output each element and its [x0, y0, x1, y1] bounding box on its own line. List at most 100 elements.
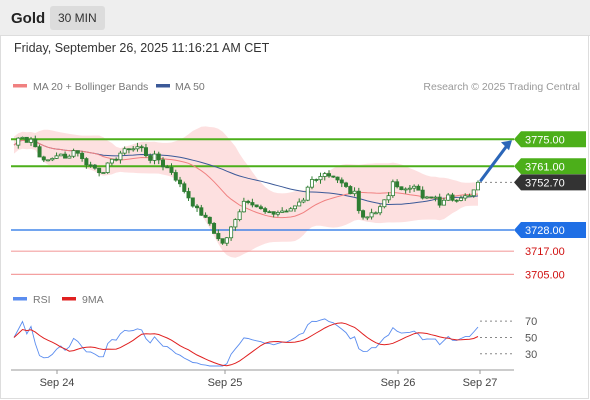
candle-body	[114, 158, 119, 161]
x-tick-label: Sep 24	[40, 377, 75, 389]
candle-body	[186, 191, 191, 199]
candle-body	[156, 153, 161, 161]
candle-body	[424, 196, 429, 199]
candle-body	[467, 195, 472, 198]
ma9-legend-swatch	[62, 297, 76, 301]
candle-body	[84, 158, 89, 166]
candle-body	[454, 199, 459, 202]
candle-body	[458, 197, 463, 201]
candle-body	[165, 166, 170, 169]
candle-body	[416, 185, 421, 191]
ma9-legend-label: 9MA	[82, 294, 104, 306]
candle-body	[386, 195, 391, 201]
candle-body	[178, 179, 183, 185]
candle-body	[365, 216, 370, 219]
research-credit: Research © 2025 Trading Central	[423, 81, 580, 93]
x-tick-label: Sep 25	[208, 377, 243, 389]
candle-body	[80, 152, 85, 160]
candle-body	[288, 208, 293, 212]
candle-body	[305, 186, 310, 201]
candle-body	[441, 199, 446, 206]
candle-body	[361, 210, 366, 218]
candle-body	[241, 200, 246, 213]
candle-body	[54, 155, 59, 159]
timeframe-button[interactable]: 30 MIN	[50, 6, 105, 30]
candle-body	[412, 185, 417, 189]
candle-body	[190, 197, 195, 207]
candle-body	[126, 148, 131, 151]
ma50-legend-swatch	[156, 84, 170, 88]
candle-body	[216, 233, 221, 240]
x-tick-label: Sep 26	[381, 377, 416, 389]
forecast-arrow-head	[501, 140, 512, 151]
candle-body	[148, 155, 153, 161]
bollinger-bands	[14, 126, 478, 258]
ma50-legend-label: MA 50	[175, 81, 205, 93]
candle-body	[58, 153, 63, 157]
chart-datetime: Friday, September 26, 2025 11:16:21 AM C…	[14, 41, 270, 55]
candle-body	[369, 212, 374, 218]
candle-body	[212, 222, 217, 234]
candle-body	[258, 206, 263, 210]
candle-body	[152, 153, 157, 161]
candle-body	[433, 196, 438, 199]
candle-body	[309, 179, 314, 188]
candle-body	[292, 205, 297, 210]
candle-body	[20, 136, 25, 139]
candle-body	[97, 167, 102, 174]
moving-averages	[13, 139, 479, 219]
candle-body	[263, 208, 268, 213]
candle-body	[229, 226, 234, 239]
candle-body	[220, 238, 225, 244]
candle-body	[475, 181, 480, 191]
candle-body	[88, 164, 93, 167]
candle-body	[429, 196, 434, 199]
candle-body	[395, 181, 400, 188]
candle-body	[101, 172, 106, 174]
rsi-pane: 70 50 30	[13, 316, 537, 367]
candle-body	[284, 210, 289, 213]
candle-body	[399, 186, 404, 191]
candle-body	[275, 212, 280, 215]
candle-body	[92, 164, 97, 169]
candle-body	[267, 211, 272, 214]
candle-body	[348, 186, 353, 195]
rsi-line	[13, 318, 479, 367]
ma20-legend-label: MA 20 + Bollinger Bands	[33, 81, 148, 93]
candle-body	[352, 190, 357, 195]
candle-body	[420, 189, 425, 199]
candle-body	[378, 206, 383, 214]
x-tick-label: Sep 27	[463, 377, 498, 389]
price-level-badges: 3775.00 3761.00 3728.00 3717.00 3705.00 3752.…	[514, 131, 586, 281]
candle-body	[109, 158, 114, 164]
candle-body	[390, 181, 395, 197]
candle-body	[254, 204, 259, 208]
candle-body	[143, 147, 148, 157]
symbol-title: Gold	[11, 10, 46, 27]
candle-body	[331, 175, 336, 178]
rsi-tick-30: 30	[525, 349, 537, 361]
candle-body	[356, 190, 361, 212]
candle-body	[446, 194, 451, 201]
candle-body	[71, 150, 76, 157]
candle-body	[135, 146, 140, 150]
candle-body	[195, 205, 200, 209]
candle-body	[233, 219, 238, 228]
forecast-arrow	[479, 140, 512, 182]
candle-body	[105, 162, 110, 173]
forecast-arrow-shaft	[479, 142, 510, 182]
candle-body	[463, 195, 468, 199]
candles	[16, 135, 480, 246]
candle-body	[118, 152, 123, 161]
candle-body	[122, 148, 127, 154]
candle-body	[314, 179, 319, 181]
rsi-legend-label: RSI	[33, 294, 51, 306]
candle-body	[339, 179, 344, 184]
level-label-3775.00: 3775.00	[525, 134, 565, 146]
candle-body	[335, 176, 340, 181]
candle-body	[160, 159, 165, 168]
candle-body	[373, 212, 378, 215]
level-label-3761.00: 3761.00	[525, 161, 565, 173]
candle-body	[63, 153, 68, 159]
